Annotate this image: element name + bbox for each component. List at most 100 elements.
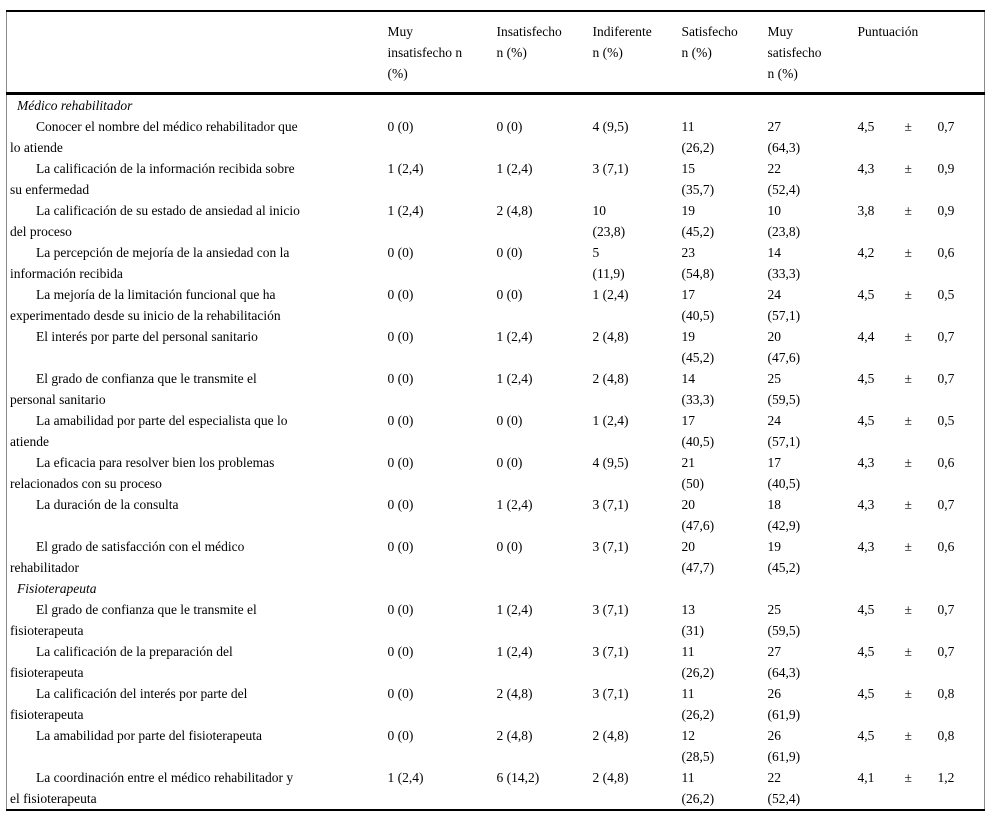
score-sd: 0,7 bbox=[937, 602, 955, 617]
table-row: La eficacia para resolver bien los probl… bbox=[7, 452, 985, 494]
score-sd: 0,5 bbox=[937, 287, 955, 302]
score-sd: 0,7 bbox=[937, 371, 955, 386]
score-value: 3,8 bbox=[857, 203, 875, 218]
plus-minus-sign: ± bbox=[904, 539, 912, 554]
score-sd: 0,8 bbox=[937, 728, 955, 743]
header-muy-satisfecho: Muy satisfecho n (%) bbox=[767, 24, 822, 81]
group-title-row: Fisioterapeuta bbox=[7, 578, 985, 599]
value-cell: 12 (28,5) bbox=[681, 728, 715, 764]
value-cell: 13 (31) bbox=[681, 602, 705, 638]
value-cell: 3 (7,1) bbox=[592, 644, 629, 659]
value-cell: 1 (2,4) bbox=[592, 413, 629, 428]
value-cell: 22 (52,4) bbox=[767, 770, 801, 806]
plus-minus-sign: ± bbox=[904, 287, 912, 302]
value-cell: 1 (2,4) bbox=[496, 602, 533, 617]
table-body: Médico rehabilitador Conocer el nombre de… bbox=[7, 94, 985, 811]
value-cell: 0 (0) bbox=[496, 539, 523, 554]
score-value: 4,5 bbox=[857, 413, 875, 428]
value-cell: 6 (14,2) bbox=[496, 770, 540, 785]
satisfaction-table: Muy insatisfecho n (%) Insatisfecho n (%… bbox=[6, 10, 985, 811]
value-cell: 0 (0) bbox=[387, 413, 414, 428]
value-cell: 26 (61,9) bbox=[767, 686, 801, 722]
value-cell: 19 (45,2) bbox=[681, 329, 715, 365]
value-cell: 19 (45,2) bbox=[681, 203, 715, 239]
plus-minus-sign: ± bbox=[904, 203, 912, 218]
header-muy-insatisfecho: Muy insatisfecho n (%) bbox=[387, 24, 463, 81]
row-label: La calificación de la preparación del fi… bbox=[10, 644, 233, 680]
row-label: La percepción de mejoría de la ansiedad … bbox=[10, 245, 290, 281]
plus-minus-sign: ± bbox=[904, 329, 912, 344]
value-cell: 21 (50) bbox=[681, 455, 705, 491]
value-cell: 0 (0) bbox=[387, 245, 414, 260]
value-cell: 0 (0) bbox=[496, 245, 523, 260]
value-cell: 17 (40,5) bbox=[767, 455, 801, 491]
row-label: La coordinación entre el médico rehabili… bbox=[10, 770, 294, 806]
plus-minus-sign: ± bbox=[904, 728, 912, 743]
row-label: El grado de confianza que le transmite e… bbox=[10, 602, 257, 638]
value-cell: 0 (0) bbox=[387, 455, 414, 470]
row-label: La eficacia para resolver bien los probl… bbox=[10, 455, 275, 491]
value-cell: 1 (2,4) bbox=[592, 287, 629, 302]
value-cell: 26 (61,9) bbox=[767, 728, 801, 764]
header-indiferente: Indiferente n (%) bbox=[592, 24, 652, 60]
value-cell: 0 (0) bbox=[496, 455, 523, 470]
score-value: 4,3 bbox=[857, 497, 875, 512]
value-cell: 11 (26,2) bbox=[681, 644, 715, 680]
row-label: La mejoría de la limitación funcional qu… bbox=[10, 287, 281, 323]
score-sd: 0,7 bbox=[937, 644, 955, 659]
value-cell: 15 (35,7) bbox=[681, 161, 715, 197]
score-sd: 0,5 bbox=[937, 413, 955, 428]
value-cell: 27 (64,3) bbox=[767, 119, 801, 155]
score-value: 4,5 bbox=[857, 686, 875, 701]
value-cell: 0 (0) bbox=[387, 644, 414, 659]
value-cell: 0 (0) bbox=[496, 119, 523, 134]
table-row: La calificación de la información recibi… bbox=[7, 158, 985, 200]
table-row: El grado de confianza que le transmite e… bbox=[7, 368, 985, 410]
value-cell: 14 (33,3) bbox=[681, 371, 715, 407]
value-cell: 1 (2,4) bbox=[387, 770, 424, 785]
score-value: 4,4 bbox=[857, 329, 875, 344]
value-cell: 3 (7,1) bbox=[592, 686, 629, 701]
value-cell: 0 (0) bbox=[496, 287, 523, 302]
plus-minus-sign: ± bbox=[904, 371, 912, 386]
plus-minus-sign: ± bbox=[904, 455, 912, 470]
header-puntuacion: Puntuación bbox=[857, 24, 919, 39]
value-cell: 27 (64,3) bbox=[767, 644, 801, 680]
table-row: El grado de satisfacción con el médico r… bbox=[7, 536, 985, 578]
value-cell: 18 (42,9) bbox=[767, 497, 801, 533]
group-title: Fisioterapeuta bbox=[17, 581, 97, 596]
value-cell: 20 (47,6) bbox=[767, 329, 801, 365]
group-title-row: Médico rehabilitador bbox=[7, 94, 985, 117]
score-value: 4,1 bbox=[857, 770, 875, 785]
value-cell: 11 (26,2) bbox=[681, 770, 715, 806]
value-cell: 20 (47,6) bbox=[681, 497, 715, 533]
value-cell: 2 (4,8) bbox=[496, 728, 533, 743]
value-cell: 1 (2,4) bbox=[387, 203, 424, 218]
score-sd: 0,9 bbox=[937, 203, 955, 218]
plus-minus-sign: ± bbox=[904, 245, 912, 260]
table-row: La calificación del interés por parte de… bbox=[7, 683, 985, 725]
score-value: 4,3 bbox=[857, 161, 875, 176]
value-cell: 14 (33,3) bbox=[767, 245, 801, 281]
value-cell: 3 (7,1) bbox=[592, 539, 629, 554]
plus-minus-sign: ± bbox=[904, 770, 912, 785]
value-cell: 2 (4,8) bbox=[592, 371, 629, 386]
value-cell: 10 (23,8) bbox=[592, 203, 626, 239]
value-cell: 0 (0) bbox=[387, 497, 414, 512]
score-value: 4,5 bbox=[857, 119, 875, 134]
score-sd: 0,9 bbox=[937, 161, 955, 176]
plus-minus-sign: ± bbox=[904, 413, 912, 428]
value-cell: 24 (57,1) bbox=[767, 413, 801, 449]
value-cell: 3 (7,1) bbox=[592, 497, 629, 512]
table-row: La amabilidad por parte del especialista… bbox=[7, 410, 985, 452]
value-cell: 0 (0) bbox=[387, 602, 414, 617]
value-cell: 23 (54,8) bbox=[681, 245, 715, 281]
value-cell: 2 (4,8) bbox=[592, 329, 629, 344]
score-value: 4,5 bbox=[857, 287, 875, 302]
table-row: El interés por parte del personal sanita… bbox=[7, 326, 985, 368]
value-cell: 0 (0) bbox=[387, 329, 414, 344]
score-sd: 0,7 bbox=[937, 329, 955, 344]
table-row: La calificación de su estado de ansiedad… bbox=[7, 200, 985, 242]
score-sd: 0,7 bbox=[937, 497, 955, 512]
